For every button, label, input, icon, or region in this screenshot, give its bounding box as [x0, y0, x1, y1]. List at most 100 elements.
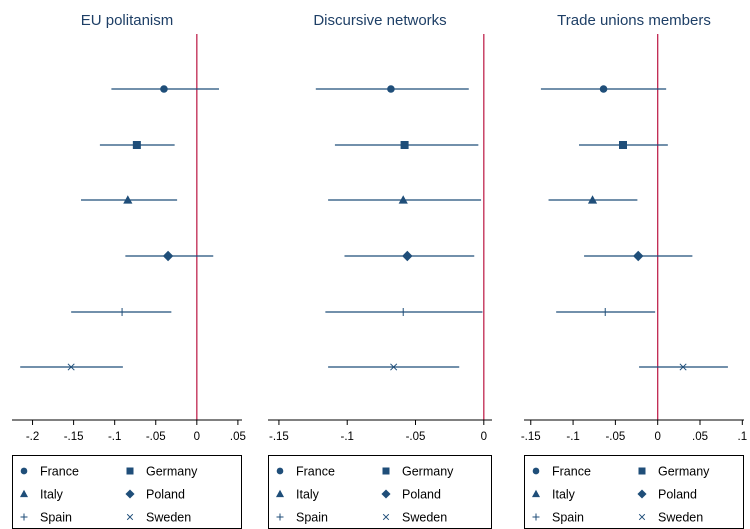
series-poland	[125, 250, 214, 262]
series-germany	[99, 141, 175, 149]
legend-square-icon	[638, 467, 646, 475]
legend-label: Sweden	[402, 511, 447, 525]
series-sweden	[328, 363, 460, 371]
legend-label: Germany	[658, 465, 710, 479]
panel-title: Discursive networks	[313, 12, 446, 29]
legend-triangle-icon	[531, 489, 541, 498]
legend-diamond-icon	[637, 489, 647, 499]
x-tick-label: -.1	[341, 431, 354, 443]
point-estimate-marker	[118, 308, 127, 316]
legend-plus-icon	[20, 513, 28, 521]
point-estimate-marker	[123, 195, 133, 204]
x-tick-label: .1	[738, 431, 748, 443]
legend-label: Spain	[40, 511, 72, 525]
legend-label: Sweden	[146, 511, 191, 525]
legend-box: France Germany Italy Poland Spain Sweden	[524, 455, 744, 529]
legend-label: Sweden	[658, 511, 703, 525]
legend-diamond-icon	[125, 489, 135, 499]
point-estimate-marker	[399, 308, 408, 316]
point-estimate-marker	[619, 141, 627, 149]
legend-label: Italy	[40, 488, 64, 502]
legend-box: France Germany Italy Poland Spain Sweden	[268, 455, 492, 529]
x-tick-label: 0	[481, 431, 487, 443]
point-estimate-marker	[400, 141, 409, 149]
legend-label: France	[552, 465, 591, 479]
legend-label: France	[296, 465, 335, 479]
panel-2: Trade unions members -.15 -.1 -.05 0 .05 .1 Fra…	[521, 12, 747, 529]
series-france	[111, 85, 219, 93]
series-italy	[548, 195, 638, 204]
x-tick-label: -.15	[521, 431, 541, 443]
legend-diamond-icon	[381, 489, 391, 499]
point-estimate-marker	[162, 250, 174, 262]
point-estimate-marker	[601, 308, 610, 316]
series-spain	[325, 308, 483, 316]
legend-cross-icon	[126, 513, 134, 521]
legend-circle-icon	[276, 467, 284, 475]
panel-0: EU politanism -.2 -.15 -.1 -.05 0 .05 France Ger…	[12, 12, 246, 529]
legend-label: Poland	[402, 488, 441, 502]
series-spain	[556, 308, 656, 316]
panel-title: EU politanism	[81, 12, 174, 29]
series-poland	[344, 250, 475, 262]
point-estimate-marker	[387, 85, 395, 93]
series-sweden	[639, 363, 728, 371]
legend-label: Italy	[552, 488, 576, 502]
x-tick-label: 0	[654, 431, 660, 443]
x-tick-label: -.2	[26, 431, 39, 443]
legend-label: France	[40, 465, 79, 479]
x-tick-label: -.05	[406, 431, 426, 443]
legend-triangle-icon	[19, 489, 29, 498]
legend-circle-icon	[532, 467, 540, 475]
x-tick-label: -.15	[269, 431, 289, 443]
legend-label: Spain	[552, 511, 584, 525]
series-germany	[579, 141, 668, 149]
series-sweden	[20, 363, 123, 371]
point-estimate-marker	[679, 363, 687, 371]
legend-box: France Germany Italy Poland Spain Sweden	[12, 455, 242, 529]
x-tick-label: -.05	[605, 431, 625, 443]
legend-circle-icon	[20, 467, 28, 475]
legend-label: Poland	[658, 488, 697, 502]
x-tick-label: .05	[692, 431, 708, 443]
legend-label: Poland	[146, 488, 185, 502]
point-estimate-marker	[587, 195, 598, 204]
series-germany	[334, 141, 479, 149]
point-estimate-marker	[390, 363, 398, 371]
legend-plus-icon	[276, 513, 284, 521]
series-italy	[328, 195, 482, 204]
legend-cross-icon	[382, 513, 390, 521]
point-estimate-marker	[633, 250, 644, 262]
legend-label: Spain	[296, 511, 328, 525]
x-tick-label: -.1	[108, 431, 121, 443]
legend-border	[268, 455, 492, 529]
legend-label: Italy	[296, 488, 320, 502]
x-tick-label: .05	[230, 431, 246, 443]
point-estimate-marker	[599, 85, 608, 93]
point-estimate-marker	[67, 363, 75, 371]
point-estimate-marker	[402, 250, 413, 262]
series-france	[540, 85, 667, 93]
point-estimate-marker	[160, 85, 168, 93]
point-estimate-marker	[398, 195, 408, 204]
series-italy	[81, 195, 178, 204]
legend-label: Germany	[146, 465, 198, 479]
series-poland	[584, 250, 693, 262]
x-tick-label: -.15	[64, 431, 84, 443]
legend-cross-icon	[638, 513, 646, 521]
x-tick-label: -.1	[566, 431, 579, 443]
legend-square-icon	[126, 467, 134, 475]
legend-square-icon	[382, 467, 390, 475]
series-france	[315, 85, 469, 93]
legend-triangle-icon	[275, 489, 285, 498]
x-tick-label: 0	[194, 431, 200, 443]
series-spain	[71, 308, 172, 316]
legend-label: Germany	[402, 465, 454, 479]
x-tick-label: -.05	[146, 431, 166, 443]
point-estimate-marker	[132, 141, 141, 149]
panel-title: Trade unions members	[557, 12, 711, 29]
panel-1: Discursive networks -.15 -.1 -.05 0 France Ger…	[268, 12, 492, 529]
legend-border	[524, 455, 744, 529]
legend-plus-icon	[532, 513, 540, 521]
